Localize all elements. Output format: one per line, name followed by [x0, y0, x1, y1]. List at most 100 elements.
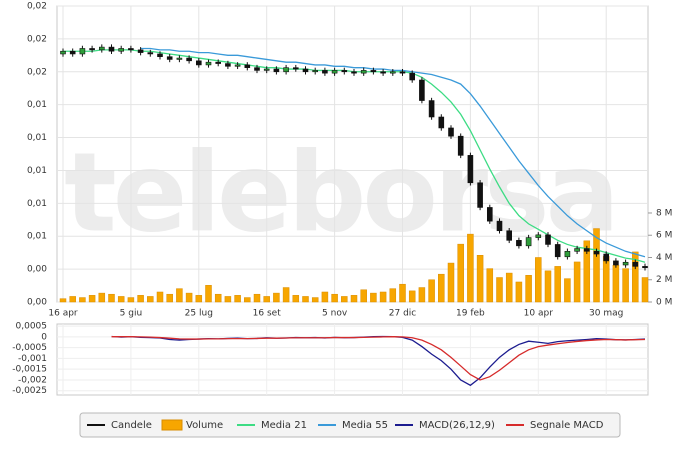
- volume-bar: [496, 277, 503, 303]
- candle-body: [176, 57, 183, 60]
- candle-body: [477, 182, 483, 208]
- volume-bar: [147, 296, 154, 303]
- candle-body: [574, 248, 580, 252]
- y-tick-label: 0,01: [27, 166, 47, 176]
- candle-body: [254, 67, 260, 71]
- legend-label: Candele: [111, 420, 152, 431]
- x-tick-label: 30 mag: [589, 309, 623, 319]
- volume-bar: [641, 277, 649, 303]
- volume-bar: [214, 293, 222, 303]
- y-tick-label: 0,01: [27, 100, 47, 110]
- volume-bar: [379, 291, 387, 303]
- candle-body: [244, 64, 251, 68]
- volume-bar: [205, 285, 212, 303]
- volume-bar: [535, 257, 542, 303]
- y-tick-label: 0,00: [27, 298, 47, 308]
- volume-bar: [59, 298, 67, 303]
- volume-bar: [127, 297, 135, 303]
- x-tick-label: 27 dic: [389, 309, 417, 319]
- candle-body: [554, 244, 561, 258]
- x-tick-label: 25 lug: [185, 309, 213, 319]
- watermark: teleborsa: [64, 128, 616, 256]
- candle-body: [389, 71, 396, 74]
- volume-bar: [593, 228, 600, 303]
- candle-body: [234, 64, 241, 67]
- y-tick-label: -0,002: [18, 375, 47, 385]
- candle-body: [196, 60, 202, 66]
- candle-body: [399, 71, 406, 74]
- candle-body: [215, 61, 221, 64]
- volume-bar: [253, 293, 261, 303]
- volume-bar: [467, 233, 474, 303]
- candle-body: [60, 50, 66, 55]
- volume-bar: [117, 296, 125, 303]
- volume-bar: [544, 270, 552, 303]
- volume-bar: [389, 288, 397, 303]
- y-tick-label: 0,02: [27, 67, 47, 77]
- volume-bar: [244, 297, 251, 303]
- candle-body: [516, 240, 522, 247]
- volume-bar: [69, 296, 76, 303]
- candle-body: [622, 261, 629, 266]
- candle-body: [89, 48, 95, 51]
- candle-body: [283, 67, 289, 73]
- volume-bar: [428, 279, 435, 303]
- volume-bar: [612, 265, 620, 303]
- candle-body: [108, 46, 115, 52]
- volume-bar: [263, 296, 270, 303]
- volume-bar: [79, 297, 86, 303]
- volume-bar: [273, 292, 280, 303]
- y-tick-label: 0,02: [27, 2, 47, 12]
- volume-bar: [176, 288, 183, 303]
- volume-bar: [292, 295, 300, 303]
- candle-body: [448, 127, 454, 137]
- candle-body: [79, 48, 86, 55]
- candle-body: [593, 250, 600, 255]
- candle-body: [331, 70, 338, 74]
- x-tick-label: 5 nov: [322, 309, 348, 319]
- candle-body: [302, 68, 309, 73]
- y-tick-label: -0,0015: [12, 365, 47, 375]
- candle-body: [496, 220, 503, 232]
- y-tick-label: 0,01: [27, 199, 47, 209]
- volume-bar: [234, 295, 241, 303]
- candle-body: [69, 50, 76, 55]
- candle-body: [312, 70, 319, 73]
- volume-bar: [108, 293, 115, 303]
- y2-tick-label: 4 M: [656, 253, 672, 263]
- legend-label: Segnale MACD: [530, 420, 604, 431]
- volume-bar: [350, 295, 358, 303]
- candle-body: [564, 250, 571, 258]
- y-tick-label: -0,001: [18, 354, 47, 364]
- y2-tick-label: 0 M: [656, 298, 672, 308]
- volume-bar: [408, 290, 416, 303]
- candle-body: [157, 53, 163, 58]
- volume-bar: [418, 287, 426, 303]
- candle-body: [506, 230, 513, 241]
- volume-bar: [564, 278, 571, 303]
- volume-bar: [486, 268, 494, 303]
- candle-body: [341, 70, 348, 73]
- volume-bar: [525, 275, 532, 303]
- volume-bar: [195, 295, 203, 303]
- candle-body: [419, 79, 425, 101]
- candle-body: [603, 253, 610, 262]
- candle-body: [486, 207, 493, 222]
- x-tick-label: 5 giu: [120, 309, 143, 319]
- volume-bar: [302, 296, 309, 303]
- y-tick-label: -0,0025: [12, 386, 47, 396]
- volume-bar: [632, 251, 639, 303]
- volume-bar: [438, 273, 445, 303]
- volume-bar: [476, 255, 484, 303]
- candle-body: [99, 46, 105, 51]
- candle-body: [322, 70, 328, 74]
- legend-swatch: [161, 419, 183, 431]
- candle-body: [380, 71, 386, 74]
- x-tick-label: 16 apr: [48, 309, 78, 319]
- volume-bar: [370, 292, 377, 303]
- volume-bar: [505, 272, 513, 303]
- candle-body: [263, 68, 270, 71]
- candle-body: [545, 234, 551, 245]
- candle-body: [428, 100, 435, 118]
